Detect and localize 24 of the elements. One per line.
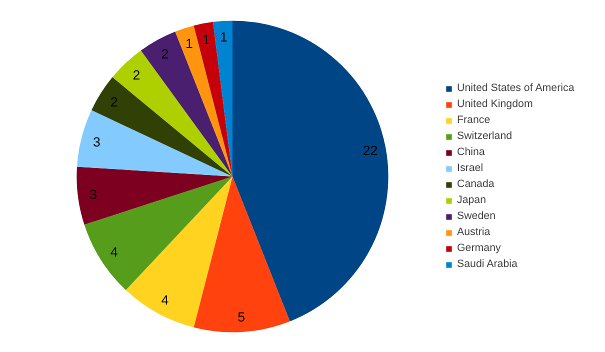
legend-label: China bbox=[457, 146, 485, 158]
data-label: 1 bbox=[185, 36, 193, 52]
data-label: 2 bbox=[110, 94, 118, 110]
data-label: 1 bbox=[202, 32, 210, 47]
data-label: 4 bbox=[161, 292, 170, 308]
legend-label: Japan bbox=[457, 194, 486, 206]
data-label: 2 bbox=[161, 46, 169, 62]
data-label: 4 bbox=[110, 244, 118, 260]
legend-label: Canada bbox=[457, 178, 494, 190]
legend-label: Germany bbox=[457, 242, 501, 254]
legend-label: Saudi Arabia bbox=[457, 258, 518, 270]
legend-label: United States of America bbox=[457, 82, 574, 94]
legend-label: Israel bbox=[457, 162, 484, 174]
data-label: 5 bbox=[238, 309, 246, 324]
legend-label: Switzerland bbox=[457, 130, 512, 142]
legend-label: Austria bbox=[457, 226, 490, 238]
data-label: 1 bbox=[220, 30, 228, 45]
legend-label: France bbox=[457, 114, 490, 126]
legend-label: United Kingdom bbox=[457, 98, 533, 110]
data-label: 22 bbox=[362, 143, 378, 158]
data-label: 3 bbox=[90, 187, 98, 202]
data-label: 3 bbox=[92, 134, 100, 150]
legend-label: Sweden bbox=[457, 210, 496, 222]
data-label: 2 bbox=[132, 67, 140, 82]
